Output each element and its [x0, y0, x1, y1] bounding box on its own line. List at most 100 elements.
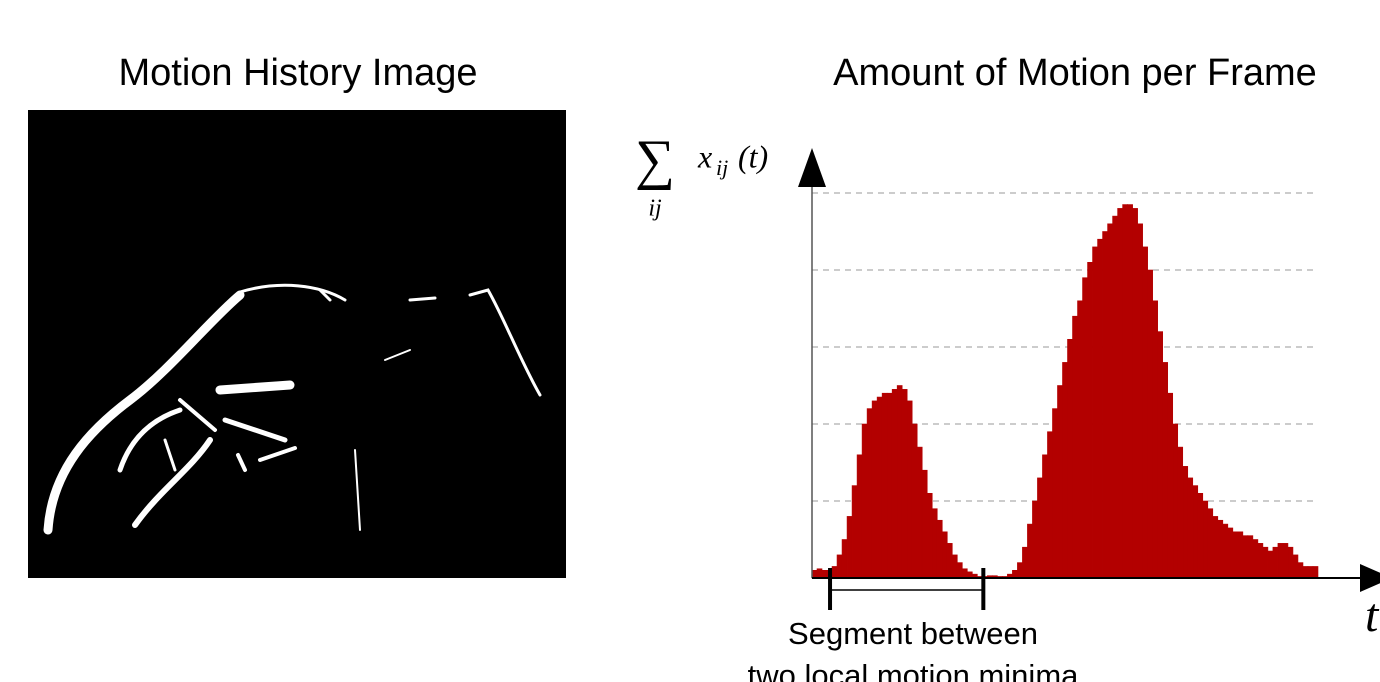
bar: [1233, 532, 1238, 578]
bar: [1138, 224, 1143, 578]
bar: [1168, 393, 1173, 578]
bar: [1243, 536, 1248, 578]
bar: [1158, 332, 1163, 578]
bar: [882, 393, 887, 578]
bar: [912, 424, 917, 578]
bar: [887, 393, 892, 578]
bar: [1068, 339, 1073, 578]
bar: [1193, 486, 1198, 578]
bar: [877, 397, 882, 578]
bar: [907, 401, 912, 578]
bar: [1238, 532, 1243, 578]
bar: [902, 389, 907, 578]
bar: [1228, 528, 1233, 578]
bar: [1103, 232, 1108, 579]
bar: [1133, 208, 1138, 578]
bar: [872, 401, 877, 578]
bar: [1093, 247, 1098, 578]
bar: [817, 569, 822, 578]
bar: [867, 409, 872, 578]
bar: [1278, 543, 1283, 578]
bar: [1128, 205, 1133, 578]
bar: [1218, 520, 1223, 578]
y-label-expr-tail: (t): [738, 138, 768, 174]
y-label-expr: x: [697, 138, 712, 174]
bar: [822, 570, 827, 578]
bar: [1173, 424, 1178, 578]
bar: [1012, 570, 1017, 578]
bar: [852, 486, 857, 578]
bar: [1022, 547, 1027, 578]
bar: [1078, 301, 1083, 578]
bar: [837, 555, 842, 578]
annotation-text: two local motion minima: [748, 658, 1080, 682]
bar: [1208, 509, 1213, 578]
bar: [1313, 566, 1318, 578]
bar: [917, 447, 922, 578]
bar: [1283, 543, 1288, 578]
bar: [1203, 501, 1208, 578]
y-label-expr-sub: ij: [716, 155, 728, 180]
bar: [1032, 501, 1037, 578]
bar: [1273, 547, 1278, 578]
bar: [927, 493, 932, 578]
bar: [1052, 409, 1057, 578]
bar: [1027, 524, 1032, 578]
bar: [1017, 563, 1022, 578]
bar: [1057, 386, 1062, 579]
bar: [1148, 270, 1153, 578]
bar: [952, 555, 957, 578]
bar: [937, 520, 942, 578]
bar: [1047, 432, 1052, 578]
bar: [832, 566, 837, 578]
bar: [1062, 362, 1067, 578]
y-axis-arrow: [798, 148, 826, 187]
annotation-text: Segment between: [788, 616, 1038, 651]
motion-history-image: [28, 110, 566, 578]
bar: [847, 516, 852, 578]
x-axis-arrow: [1360, 564, 1380, 592]
bar: [1293, 555, 1298, 578]
bar: [922, 470, 927, 578]
bar: [1113, 216, 1118, 578]
bar: [842, 540, 847, 579]
bar: [932, 509, 937, 578]
bar: [1108, 224, 1113, 578]
bar: [947, 543, 952, 578]
bar: [1163, 362, 1168, 578]
bar: [1118, 208, 1123, 578]
bar: [1268, 551, 1273, 578]
y-label-sum: ∑: [635, 129, 675, 191]
bar: [1183, 466, 1188, 578]
bar: [1178, 447, 1183, 578]
bar: [857, 455, 862, 578]
bar: [1213, 516, 1218, 578]
bar: [1303, 566, 1308, 578]
bar: [812, 570, 817, 578]
x-axis-label: t: [1365, 589, 1380, 642]
image-title: Motion History Image: [118, 52, 477, 94]
y-label-sum-sub: ij: [648, 196, 662, 222]
bar: [1223, 524, 1228, 578]
bar: [1253, 540, 1258, 579]
bar: [892, 389, 897, 578]
y-axis-label: ∑ ij x ij (t): [635, 129, 768, 222]
bar: [1088, 262, 1093, 578]
bar: [1298, 563, 1303, 578]
bar: [1123, 205, 1128, 578]
bar: [897, 386, 902, 579]
bar: [1263, 547, 1268, 578]
figure: Motion History Image Amount of Motion pe…: [0, 0, 1380, 682]
bar: [1098, 239, 1103, 578]
bar: [1083, 278, 1088, 578]
bar: [1288, 547, 1293, 578]
bar: [1037, 478, 1042, 578]
figure-canvas: Motion History Image Amount of Motion pe…: [0, 0, 1380, 682]
bar: [1308, 566, 1313, 578]
bar: [962, 569, 967, 578]
bar: [862, 424, 867, 578]
chart-title: Amount of Motion per Frame: [833, 52, 1317, 94]
bar: [1143, 247, 1148, 578]
image-background: [28, 110, 566, 578]
bar: [1073, 316, 1078, 578]
